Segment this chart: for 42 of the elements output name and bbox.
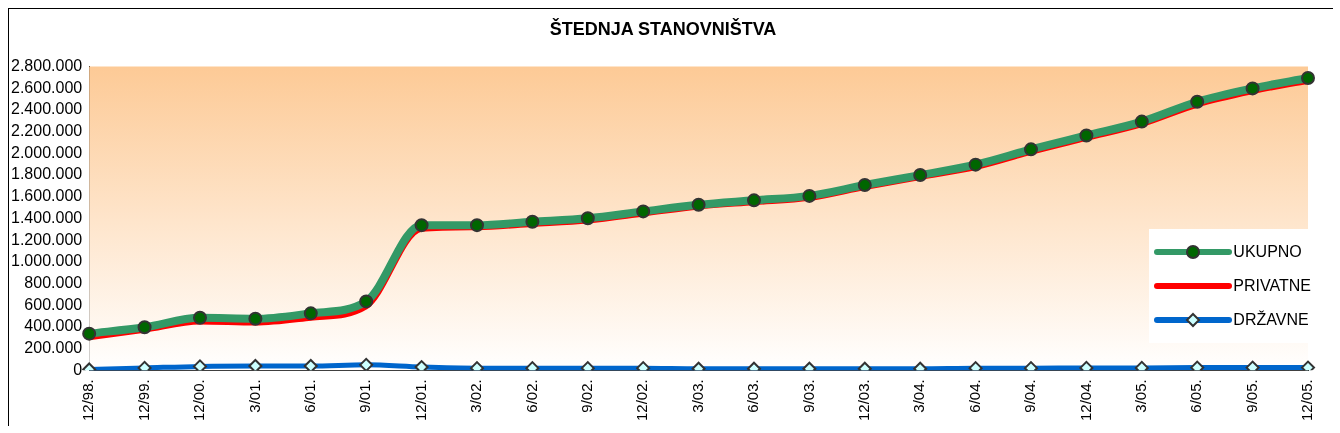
y-tick-label: 2.400.000	[10, 100, 83, 118]
x-tick-label: 3/04.	[910, 379, 928, 413]
y-tick-label: 1.600.000	[10, 187, 83, 205]
legend-label: PRIVATNE	[1233, 277, 1311, 295]
x-tick-label: 6/02.	[522, 379, 540, 413]
x-tick-label: 9/02.	[577, 379, 595, 413]
chart-title: ŠTEDNJA STANOVNIŠTVA	[549, 17, 777, 39]
y-tick-label: 1.800.000	[10, 165, 83, 183]
y-tick-label: 1.000.000	[10, 252, 83, 270]
x-tick-label: 9/04.	[1021, 379, 1039, 413]
x-tick-label: 6/04.	[965, 379, 983, 413]
x-tick-label: 12/01.	[411, 379, 429, 422]
legend-label: UKUPNO	[1233, 243, 1302, 261]
x-tick-label: 12/03.	[854, 379, 872, 422]
y-tick-label: 2.600.000	[10, 78, 83, 96]
y-tick-label: 200.000	[24, 339, 83, 357]
y-tick-label: 600.000	[24, 295, 83, 313]
x-tick-label: 12/02.	[633, 379, 651, 422]
x-tick-label: 12/00.	[190, 379, 208, 422]
y-tick-label: 400.000	[24, 317, 83, 335]
x-tick-label: 6/03.	[744, 379, 762, 413]
y-tick-label: 2.000.000	[10, 143, 83, 161]
x-tick-label: 6/01.	[300, 379, 318, 413]
y-tick-label: 1.400.000	[10, 208, 83, 226]
y-tick-label: 2.200.000	[10, 122, 83, 140]
x-tick-label: 3/05.	[1131, 379, 1149, 413]
x-tick-label: 12/04.	[1076, 379, 1094, 422]
x-tick-label: 9/05.	[1242, 379, 1260, 413]
x-tick-label: 12/98.	[79, 379, 97, 422]
x-tick-label: 9/01.	[356, 379, 374, 413]
y-tick-label: 2.800.000	[10, 57, 83, 75]
legend-label: DRŽAVNE	[1233, 311, 1309, 329]
x-tick-label: 3/01.	[245, 379, 263, 413]
x-tick-label: 9/03.	[799, 379, 817, 413]
x-tick-label: 12/05.	[1298, 379, 1316, 422]
y-tick-label: 1.200.000	[10, 230, 83, 248]
x-tick-label: 3/03.	[688, 379, 706, 413]
x-tick-label: 3/02.	[467, 379, 485, 413]
y-tick-label: 0	[73, 360, 83, 378]
y-tick-label: 800.000	[24, 273, 83, 291]
x-tick-label: 6/05.	[1187, 379, 1205, 413]
x-tick-label: 12/99.	[134, 379, 152, 422]
